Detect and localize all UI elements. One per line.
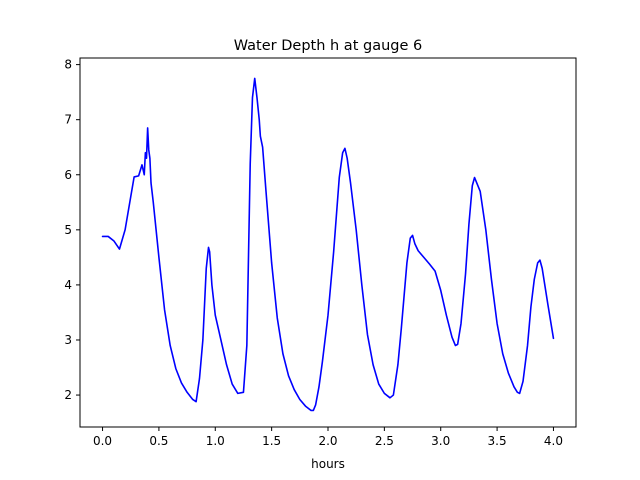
chart-title: Water Depth h at gauge 6 — [234, 38, 422, 54]
y-tick-label: 6 — [64, 168, 72, 182]
y-tick-label: 8 — [64, 58, 72, 72]
x-tick-label: 3.0 — [431, 434, 450, 448]
x-tick-label: 2.0 — [318, 434, 337, 448]
x-axis-ticks: 0.0 0.5 1.0 1.5 2.0 2.5 3.0 3.5 4.0 — [93, 427, 563, 448]
x-tick-label: 1.0 — [206, 434, 225, 448]
x-axis-label: hours — [311, 457, 345, 471]
x-tick-label: 1.5 — [262, 434, 281, 448]
x-tick-label: 3.5 — [488, 434, 507, 448]
series-line-0 — [101, 77, 555, 412]
y-axis-ticks: 2 3 4 5 6 7 8 — [64, 58, 80, 402]
y-tick-label: 2 — [64, 388, 72, 402]
x-tick-label: 2.5 — [375, 434, 394, 448]
x-tick-label: 0.0 — [93, 434, 112, 448]
y-tick-label: 4 — [64, 278, 72, 292]
y-tick-label: 7 — [64, 113, 72, 127]
y-tick-label: 3 — [64, 333, 72, 347]
x-tick-label: 4.0 — [544, 434, 563, 448]
y-tick-label: 5 — [64, 223, 72, 237]
x-tick-label: 0.5 — [149, 434, 168, 448]
